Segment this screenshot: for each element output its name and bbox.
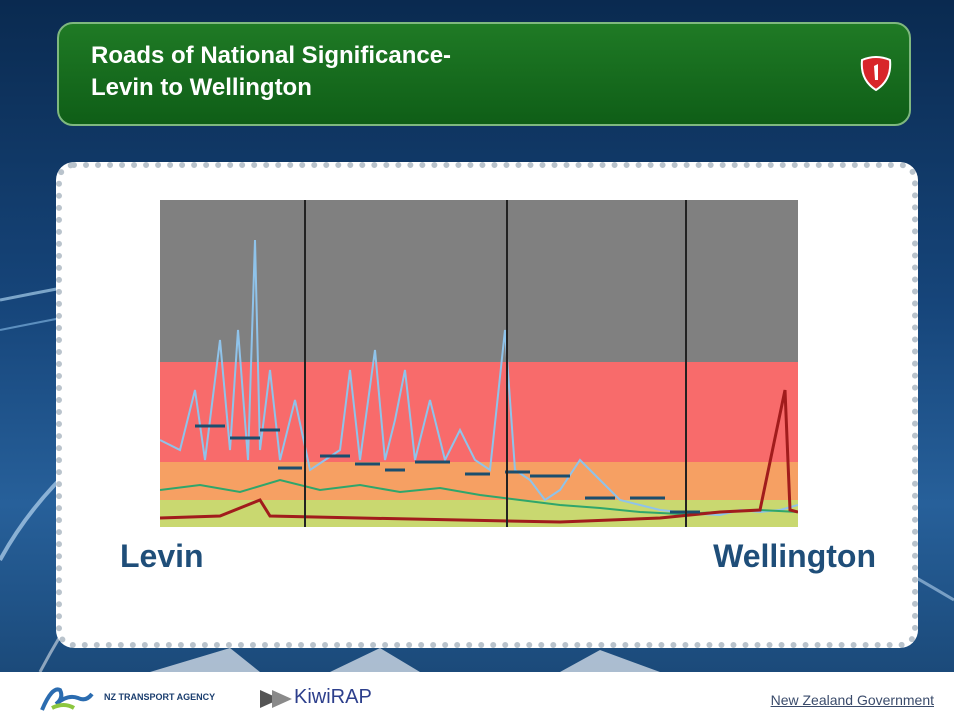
title: Roads of National Significance- Levin to… xyxy=(91,40,451,104)
kiwirap-logo xyxy=(260,690,292,708)
government-name: New Zealand Government xyxy=(770,692,934,708)
agency-name: NZ TRANSPORT AGENCY xyxy=(104,692,216,702)
header-box: Roads of National Significance- Levin to… xyxy=(57,22,911,126)
kiwirap-name: KiwiRAP xyxy=(294,686,372,708)
start-label: Levin xyxy=(120,538,204,574)
road-risk-image xyxy=(160,200,798,527)
agency-logo xyxy=(40,687,94,711)
shield-icon xyxy=(860,56,892,92)
title-line: Levin to Wellington xyxy=(91,74,312,101)
title-line: Roads of National Significance- xyxy=(91,42,452,69)
footer: NZ TRANSPORT AGENCY KiwiRAP New Zealand … xyxy=(0,672,954,722)
end-label: Wellington xyxy=(713,538,876,574)
